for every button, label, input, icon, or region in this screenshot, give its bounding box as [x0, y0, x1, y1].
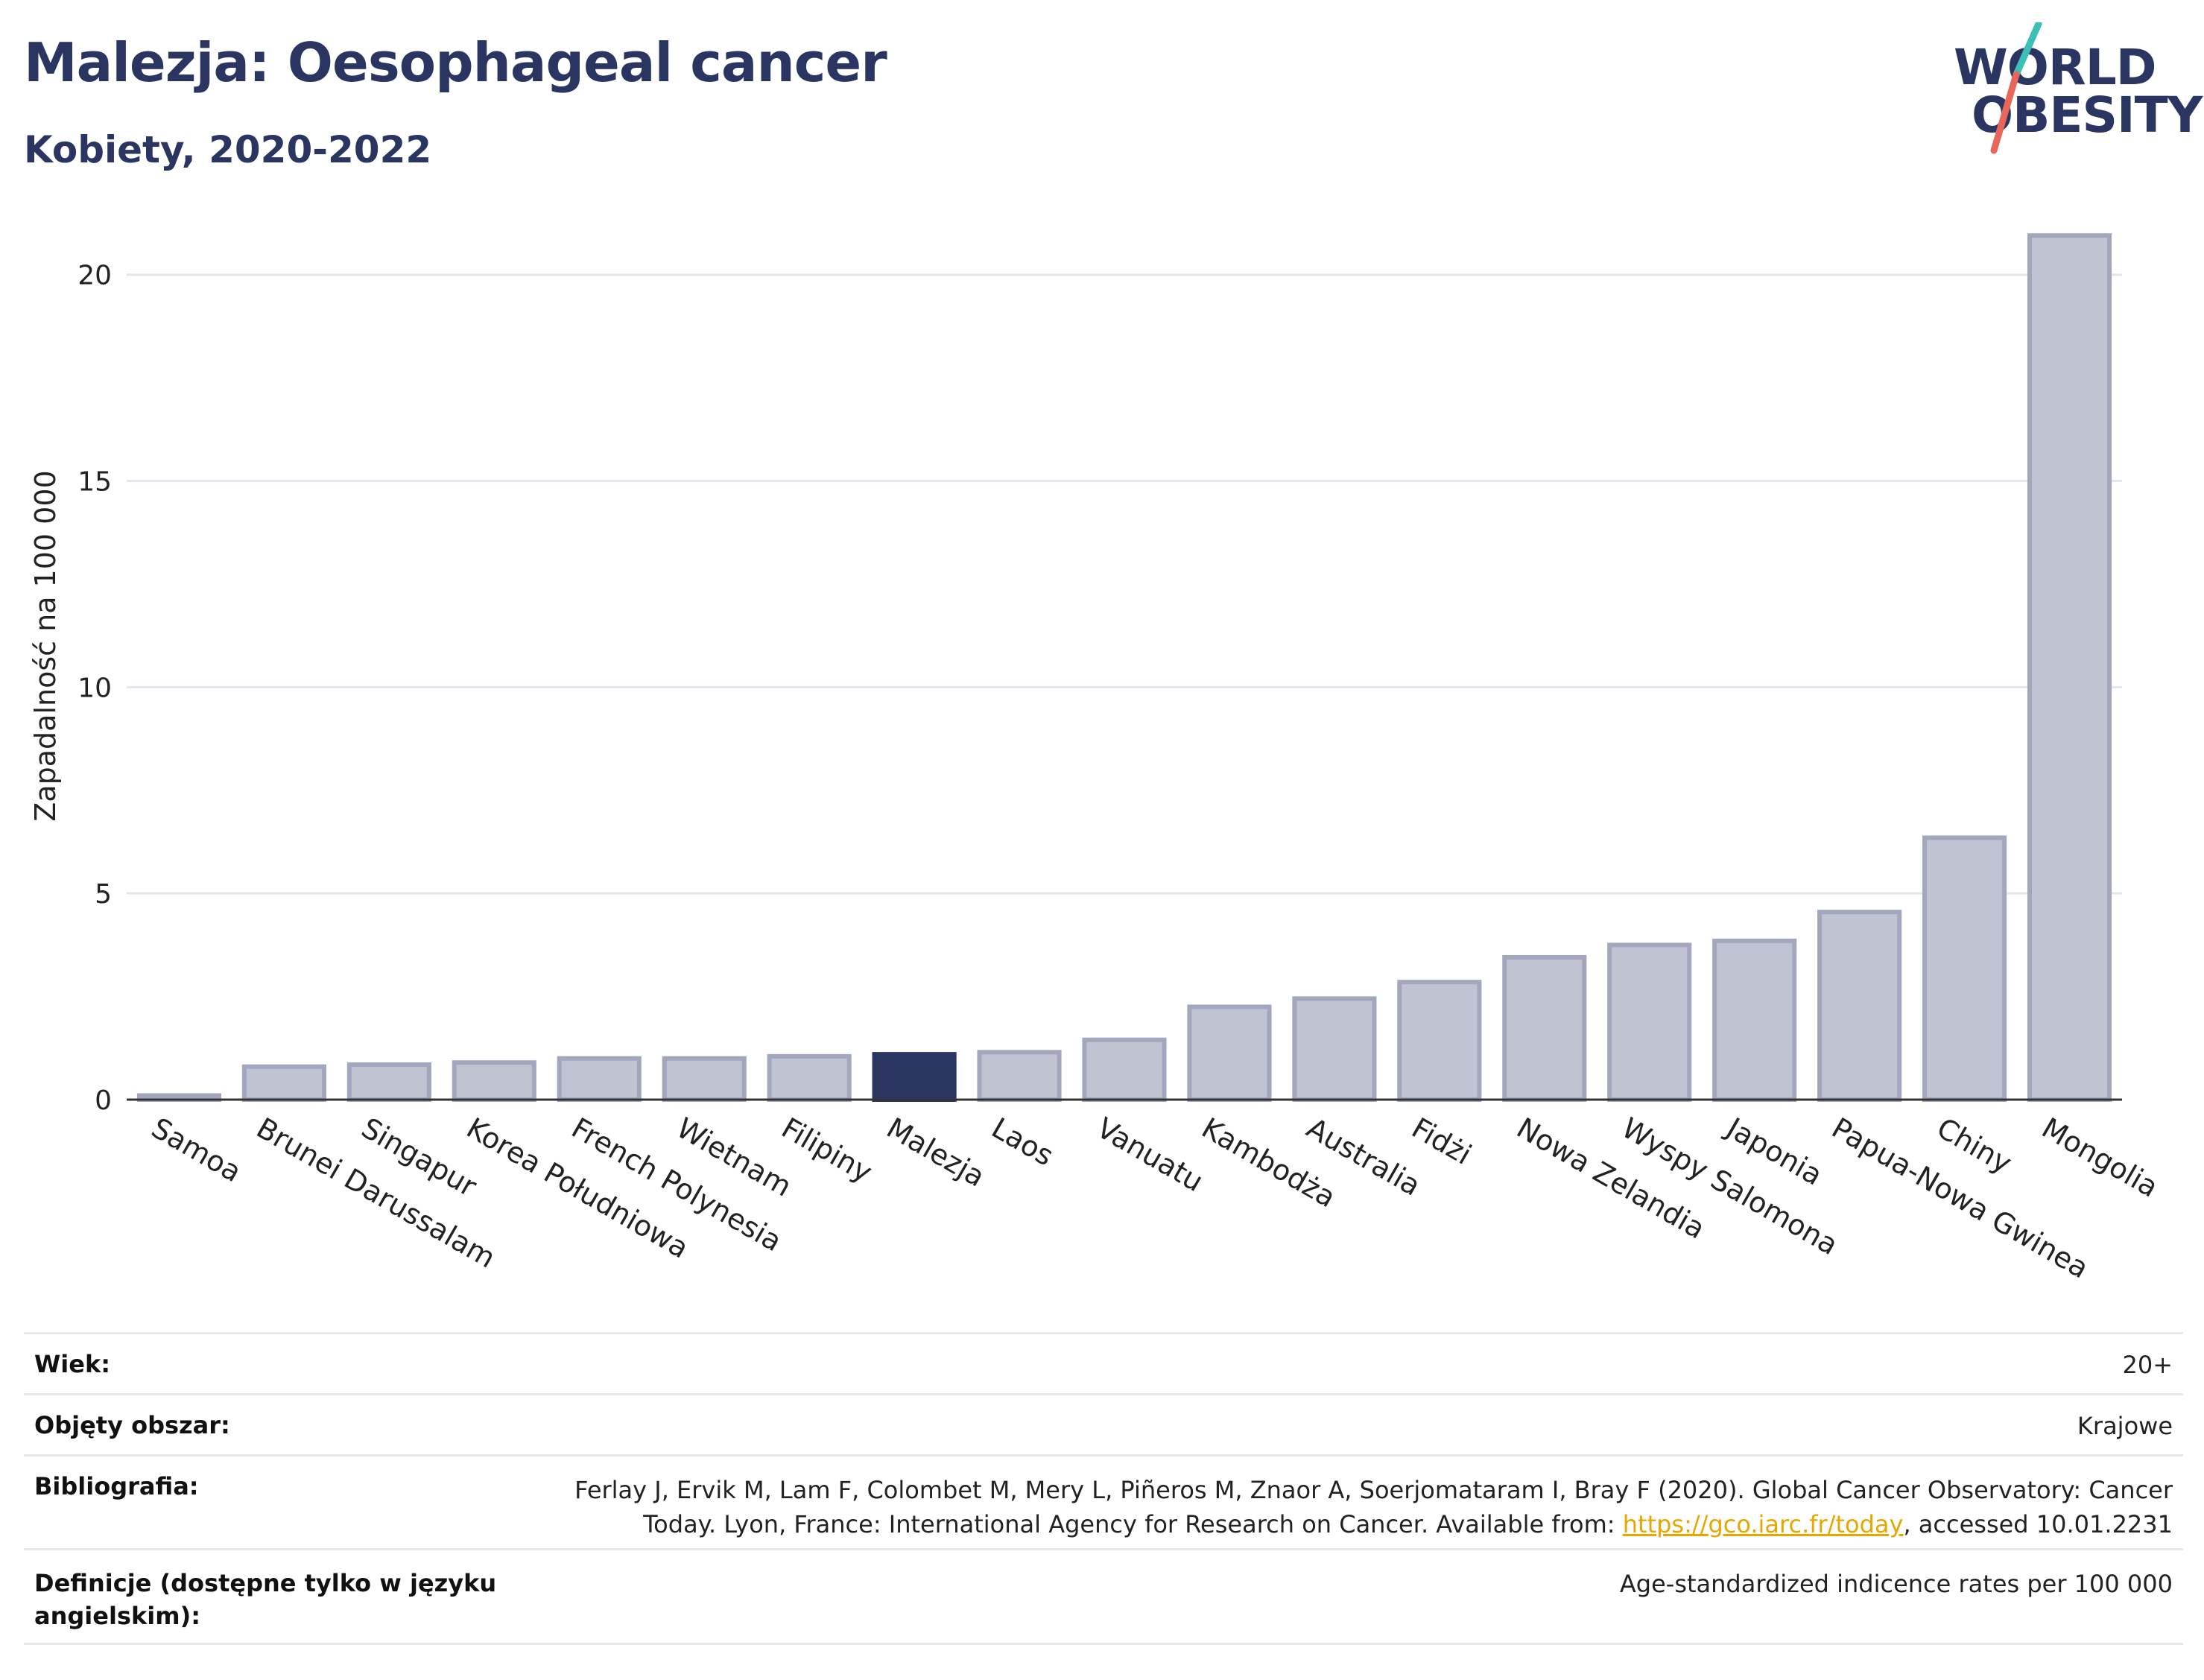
bar: [1817, 910, 1902, 1102]
meta-row-bibliography: Bibliografia: Ferlay J, Ervik M, Lam F, …: [24, 1454, 2183, 1549]
definitions-key-line-2: angielskim):: [34, 1602, 200, 1630]
x-tick-label: Nowa Zelandia: [1511, 1112, 1710, 1246]
bar: [1607, 942, 1692, 1102]
bibliography-accessed: , accessed 10.01.2231: [1903, 1510, 2173, 1538]
y-tick-label: 15: [77, 467, 112, 498]
meta-row-definitions: Definicje (dostępne tylko w języku angie…: [24, 1548, 2183, 1645]
chart-title: Malezja: Oesophageal cancer: [24, 31, 887, 94]
y-tick-label: 10: [77, 673, 112, 703]
x-tick-label: Samoa: [146, 1112, 247, 1189]
source-link[interactable]: https://gco.iarc.fr/today: [1622, 1510, 1904, 1538]
x-tick-label: Malezja: [881, 1112, 991, 1194]
bar: [977, 1050, 1062, 1102]
chart-subtitle: Kobiety, 2020-2022: [24, 128, 432, 171]
bar: [346, 1062, 431, 1103]
meta-row-area: Objęty obszar: Krajowe: [24, 1393, 2183, 1455]
bibliography-line-1: Ferlay J, Ervik M, Lam F, Colombet M, Me…: [574, 1476, 2173, 1504]
meta-key-age: Wiek:: [34, 1350, 111, 1378]
bar: [1187, 1004, 1272, 1102]
y-axis-title: Zapadalność na 100 000: [29, 470, 62, 821]
meta-key-definitions: Definicje (dostępne tylko w języku angie…: [34, 1567, 496, 1632]
bar: [1922, 835, 2007, 1102]
meta-value-bibliography: Ferlay J, Ervik M, Lam F, Colombet M, Me…: [574, 1473, 2173, 1541]
bar: [2027, 233, 2112, 1102]
bar: [767, 1053, 852, 1102]
x-tick-label: Mongolia: [2036, 1112, 2164, 1204]
y-tick-label: 5: [95, 879, 112, 910]
meta-value-age: 20+: [2122, 1351, 2173, 1379]
bibliography-line-2-text: Today. Lyon, France: International Agenc…: [643, 1510, 1623, 1538]
logo-slash-icon: [1990, 22, 2042, 154]
bar: [1082, 1037, 1167, 1103]
bar: [1502, 954, 1587, 1103]
x-tick-label: Vanuatu: [1092, 1112, 1209, 1198]
y-tick-label: 20: [77, 261, 112, 291]
meta-key-area: Objęty obszar:: [34, 1411, 230, 1439]
meta-value-definitions: Age-standardized indicence rates per 100…: [1619, 1570, 2173, 1598]
bar: [1292, 996, 1377, 1103]
world-obesity-logo: WORLD OBESITY: [1945, 22, 2203, 156]
y-tick-label: 0: [95, 1085, 112, 1116]
bar: [452, 1060, 536, 1103]
bar: [241, 1064, 326, 1103]
bar: [662, 1056, 747, 1102]
meta-value-area: Krajowe: [2077, 1412, 2173, 1440]
meta-key-bibliography: Bibliografia:: [34, 1472, 199, 1500]
bar: [557, 1056, 642, 1102]
bar: [872, 1052, 957, 1102]
x-tick-label: Fidżi: [1406, 1112, 1477, 1171]
logo-word-world: WORLD: [1954, 39, 2157, 96]
x-tick-label: Laos: [987, 1112, 1060, 1173]
bar: [1712, 938, 1797, 1102]
bibliography-line-2: Today. Lyon, France: International Agenc…: [574, 1507, 2173, 1541]
meta-row-age: Wiek: 20+: [24, 1332, 2183, 1394]
definitions-key-line-1: Definicje (dostępne tylko w języku: [34, 1569, 497, 1597]
bar: [1397, 980, 1482, 1102]
